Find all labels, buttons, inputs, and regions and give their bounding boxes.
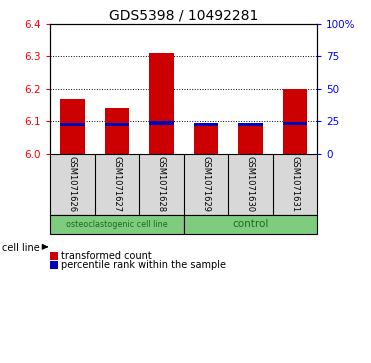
Text: GSM1071629: GSM1071629 [201,156,210,212]
Text: GSM1071627: GSM1071627 [112,156,121,212]
Bar [238,125,263,154]
Text: GSM1071630: GSM1071630 [246,156,255,212]
Bar [50,261,58,269]
Bar [60,123,85,126]
Bar [105,109,129,154]
Bar [194,125,218,154]
Bar [50,215,184,234]
Text: cell line: cell line [2,242,40,253]
Text: control: control [232,219,269,229]
Bar [60,99,85,154]
Text: GSM1071628: GSM1071628 [157,156,166,212]
Text: transformed count: transformed count [61,251,152,261]
Bar [50,252,58,260]
Bar [105,123,129,126]
Bar [283,89,307,154]
Bar [149,53,174,154]
Bar [194,123,218,126]
Text: GSM1071626: GSM1071626 [68,156,77,212]
Bar [184,215,317,234]
Bar [238,123,263,126]
Title: GDS5398 / 10492281: GDS5398 / 10492281 [109,8,258,23]
Text: percentile rank within the sample: percentile rank within the sample [61,260,226,270]
Text: osteoclastogenic cell line: osteoclastogenic cell line [66,220,168,229]
Bar [149,121,174,125]
Bar [283,122,307,125]
Text: GSM1071631: GSM1071631 [290,156,299,212]
